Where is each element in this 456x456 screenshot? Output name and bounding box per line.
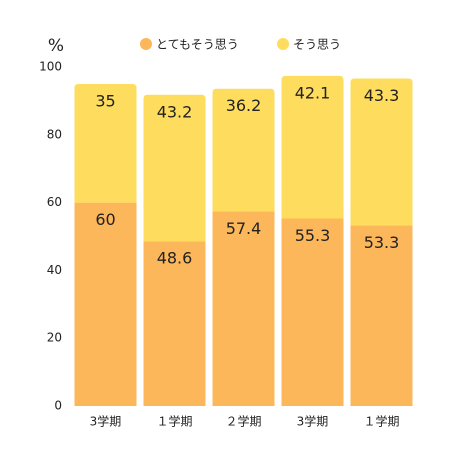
- value-label: 43.2: [157, 102, 193, 121]
- bar-segment: [74, 83, 137, 203]
- value-label: 36.2: [226, 96, 262, 115]
- legend-label: とてもそう思う: [156, 38, 239, 52]
- bar-segment: [143, 241, 206, 406]
- x-tick-label: １学期: [363, 414, 399, 429]
- value-label: 48.6: [157, 249, 193, 268]
- y-tick-label: 20: [47, 331, 62, 345]
- x-tick-label: １学期: [156, 414, 192, 429]
- y-axis-unit: %: [48, 36, 64, 56]
- bar-segment: [350, 225, 413, 406]
- value-label: 57.4: [226, 219, 262, 238]
- value-label: 55.3: [295, 226, 331, 245]
- y-tick-label: 80: [47, 127, 62, 141]
- legend-label: そう思う: [293, 38, 341, 52]
- y-tick-label: 40: [47, 263, 62, 277]
- bar-segment: [350, 78, 413, 226]
- y-tick-label: 100: [39, 60, 62, 74]
- value-label: 35: [95, 91, 115, 110]
- bar-segment: [281, 218, 344, 406]
- bar-segment: [281, 75, 344, 219]
- value-label: 60: [95, 210, 115, 229]
- value-label: 42.1: [295, 83, 331, 102]
- value-label: 43.3: [364, 86, 400, 105]
- bar-segment: [74, 202, 137, 406]
- x-tick-label: 3学期: [297, 414, 329, 429]
- legend-swatch: [277, 38, 289, 50]
- y-tick-label: 60: [47, 195, 62, 209]
- y-tick-label: 0: [54, 399, 62, 413]
- bar-segment: [143, 94, 206, 242]
- bar-segment: [212, 88, 275, 212]
- legend-swatch: [140, 38, 152, 50]
- value-label: 53.3: [364, 233, 400, 252]
- x-tick-label: ２学期: [225, 414, 261, 429]
- x-tick-label: 3学期: [90, 414, 122, 429]
- bar-segment: [212, 211, 275, 406]
